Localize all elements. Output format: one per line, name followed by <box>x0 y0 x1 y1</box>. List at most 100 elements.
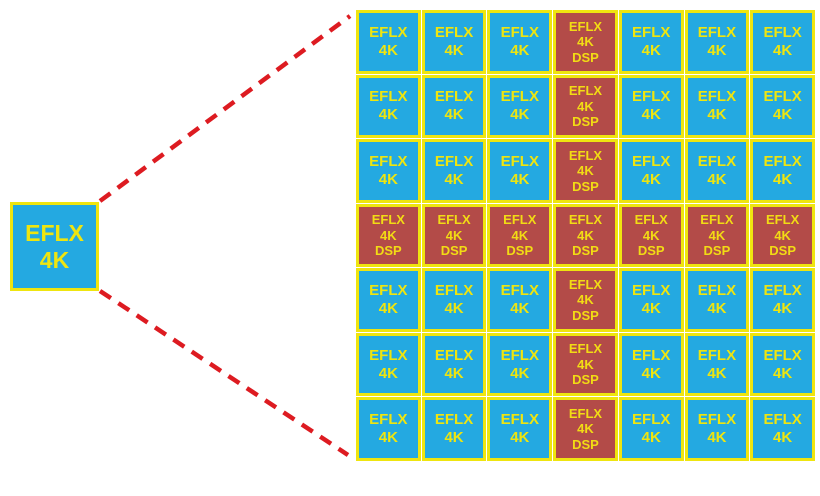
cell-label-line: 4K <box>641 364 661 382</box>
array-cell-eflx-4k: EFLX 4K <box>356 74 421 139</box>
cell-label-line: 4K <box>510 106 530 124</box>
array-cell-eflx-4k: EFLX 4K <box>421 397 487 461</box>
cell-label-line: EFLX <box>634 212 668 228</box>
array-cell-eflx-4k: EFLX 4K <box>487 268 553 332</box>
cell-label-line: EFLX <box>568 276 603 292</box>
cell-label-line: 4K <box>773 300 793 318</box>
cell-label-line: EFLX <box>763 23 802 41</box>
array-cell-eflx-4k: EFLX 4K <box>421 332 487 397</box>
cell-label-line: EFLX <box>369 23 408 41</box>
cell-label-line: EFLX <box>568 341 603 357</box>
cell-label-line: EFLX <box>763 346 802 364</box>
cell-label-line: DSP <box>572 49 599 65</box>
array-cell-eflx-4k: EFLX 4K <box>356 397 421 461</box>
array-cell-eflx-4k-dsp: EFLX 4K DSP <box>553 397 618 461</box>
array-cell-eflx-4k: EFLX 4K <box>487 74 553 139</box>
cell-label-line: EFLX <box>369 152 408 170</box>
array-cell-eflx-4k: EFLX 4K <box>618 332 684 397</box>
array-cell-eflx-4k: EFLX 4K <box>421 10 487 74</box>
array-cell-eflx-4k: EFLX 4K <box>684 139 750 203</box>
source-tile-label-line: 4K <box>39 246 70 273</box>
cell-label-line: EFLX <box>500 88 539 106</box>
cell-label-line: 4K <box>577 292 594 308</box>
array-cell-eflx-4k: EFLX 4K <box>356 10 421 74</box>
cell-label-line: DSP <box>506 243 534 259</box>
cell-label-line: 4K <box>444 429 464 447</box>
cell-label-line: DSP <box>572 436 599 452</box>
array-cell-eflx-4k-dsp: EFLX 4K DSP <box>553 74 618 139</box>
cell-label-line: EFLX <box>568 212 603 228</box>
cell-label-line: 4K <box>510 364 530 382</box>
cell-label-line: EFLX <box>632 152 671 170</box>
cell-label-line: 4K <box>641 429 661 447</box>
cell-label-line: EFLX <box>500 346 539 364</box>
cell-label-line: EFLX <box>697 411 737 429</box>
cell-label-line: EFLX <box>763 88 802 106</box>
cell-label-line: EFLX <box>369 282 408 300</box>
cell-label-line: 4K <box>510 170 530 188</box>
cell-label-line: 4K <box>577 163 594 179</box>
cell-label-line: EFLX <box>568 83 603 99</box>
connector-line-bottom <box>98 289 350 457</box>
cell-label-line: EFLX <box>632 88 671 106</box>
array-cell-eflx-4k-dsp: EFLX 4K DSP <box>421 203 487 268</box>
cell-label-line: 4K <box>577 421 594 437</box>
cell-label-line: EFLX <box>697 88 737 106</box>
cell-label-line: 4K <box>378 300 398 318</box>
cell-label-line: EFLX <box>371 212 405 228</box>
cell-label-line: EFLX <box>697 282 737 300</box>
cell-label-line: 4K <box>773 170 793 188</box>
cell-label-line: 4K <box>577 356 594 372</box>
cell-label-line: 4K <box>641 170 661 188</box>
cell-label-line: 4K <box>444 106 464 124</box>
cell-label-line: 4K <box>444 170 464 188</box>
array-cell-eflx-4k-dsp: EFLX 4K DSP <box>750 203 815 268</box>
cell-label-line: EFLX <box>697 152 737 170</box>
array-cell-eflx-4k: EFLX 4K <box>750 268 815 332</box>
array-cell-eflx-4k-dsp: EFLX 4K DSP <box>553 139 618 203</box>
cell-label-line: EFLX <box>697 23 737 41</box>
array-cell-eflx-4k: EFLX 4K <box>684 74 750 139</box>
cell-label-line: DSP <box>572 114 599 130</box>
cell-label-line: 4K <box>641 300 661 318</box>
array-cell-eflx-4k-dsp: EFLX 4K DSP <box>553 10 618 74</box>
array-cell-eflx-4k: EFLX 4K <box>684 268 750 332</box>
array-cell-eflx-4k-dsp: EFLX 4K DSP <box>487 203 553 268</box>
array-cell-eflx-4k: EFLX 4K <box>750 10 815 74</box>
cell-label-line: 4K <box>378 429 398 447</box>
cell-label-line: 4K <box>510 429 530 447</box>
cell-label-line: 4K <box>773 364 793 382</box>
cell-label-line: 4K <box>577 98 594 114</box>
cell-label-line: 4K <box>445 227 463 243</box>
cell-label-line: 4K <box>641 41 661 59</box>
array-cell-eflx-4k-dsp: EFLX 4K DSP <box>553 332 618 397</box>
array-cell-eflx-4k: EFLX 4K <box>356 139 421 203</box>
cell-label-line: EFLX <box>568 147 603 163</box>
cell-label-line: EFLX <box>500 23 539 41</box>
cell-label-line: EFLX <box>369 346 408 364</box>
cell-label-line: EFLX <box>369 411 408 429</box>
cell-label-line: DSP <box>572 243 599 259</box>
cell-label-line: 4K <box>380 227 397 243</box>
cell-label-line: EFLX <box>568 18 603 34</box>
cell-label-line: 4K <box>577 227 594 243</box>
cell-label-line: 4K <box>577 34 594 50</box>
array-cell-eflx-4k: EFLX 4K <box>487 10 553 74</box>
cell-label-line: 4K <box>444 364 464 382</box>
eflx-4k-source-tile: EFLX 4K <box>10 202 99 291</box>
cell-label-line: EFLX <box>763 282 802 300</box>
cell-label-line: EFLX <box>437 212 471 228</box>
cell-label-line: 4K <box>707 106 727 124</box>
cell-label-line: EFLX <box>700 212 734 228</box>
cell-label-line: EFLX <box>632 346 671 364</box>
array-cell-eflx-4k: EFLX 4K <box>487 397 553 461</box>
cell-label-line: EFLX <box>697 346 737 364</box>
cell-label-line: EFLX <box>434 282 474 300</box>
cell-label-line: 4K <box>378 364 398 382</box>
cell-label-line: EFLX <box>434 88 474 106</box>
cell-label-line: 4K <box>773 106 793 124</box>
cell-label-line: DSP <box>769 243 796 259</box>
array-cell-eflx-4k: EFLX 4K <box>750 74 815 139</box>
array-cell-eflx-4k: EFLX 4K <box>618 268 684 332</box>
